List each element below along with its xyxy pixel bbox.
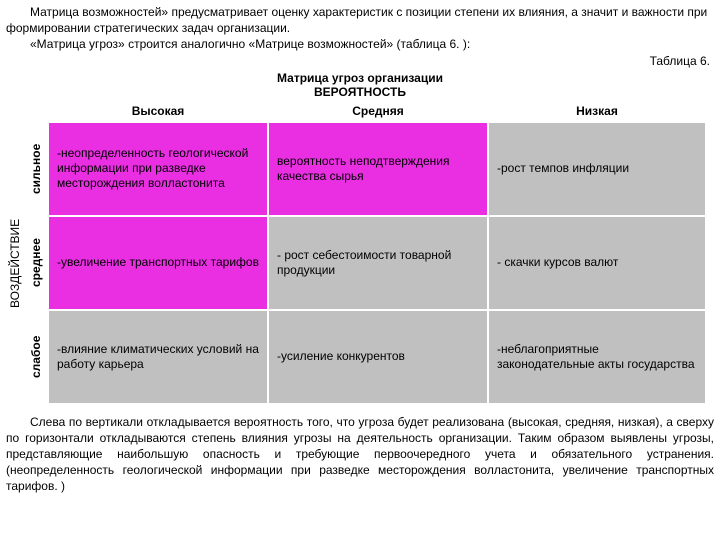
cell-r0c0: -неопределенность геологической информац… <box>48 122 268 216</box>
intro-block: Матрица возможностей» предусматривает оц… <box>6 4 714 69</box>
axis-vertical: ВОЗДЕЙСТВИЕ <box>6 122 24 404</box>
matrix-title: Матрица угроз организации <box>6 71 714 85</box>
cell-r1c1: - рост себестоимости товарной продукции <box>268 216 488 310</box>
cell-r0c2: -рост темпов инфляции <box>488 122 706 216</box>
outro-text: Слева по вертикали откладывается вероятн… <box>6 414 714 495</box>
row-label-weak: слабое <box>24 310 48 404</box>
cell-r0c1: вероятность неподтверждения качества сыр… <box>268 122 488 216</box>
col-header-low: Низкая <box>488 100 706 122</box>
intro-p1: Матрица возможностей» предусматривает оц… <box>6 4 714 36</box>
threat-matrix: Высокая Средняя Низкая ВОЗДЕЙСТВИЕ сильн… <box>6 100 714 404</box>
table-ref: Таблица 6. <box>6 53 714 69</box>
cell-r2c1: -усиление конкурентов <box>268 310 488 404</box>
cell-r1c0: -увеличение транспортных тарифов <box>48 216 268 310</box>
matrix-subtitle: ВЕРОЯТНОСТЬ <box>6 85 714 99</box>
matrix-titles: Матрица угроз организации ВЕРОЯТНОСТЬ <box>6 71 714 100</box>
cell-r2c2: -неблагоприятные законодательные акты го… <box>488 310 706 404</box>
cell-r2c0: -влияние климатических условий на работу… <box>48 310 268 404</box>
col-header-mid: Средняя <box>268 100 488 122</box>
col-header-high: Высокая <box>48 100 268 122</box>
intro-p2: «Матрица угроз» строится аналогично «Мат… <box>6 36 714 52</box>
row-label-strong: сильное <box>24 122 48 216</box>
cell-r1c2: - скачки курсов валют <box>488 216 706 310</box>
row-label-medium: среднее <box>24 216 48 310</box>
